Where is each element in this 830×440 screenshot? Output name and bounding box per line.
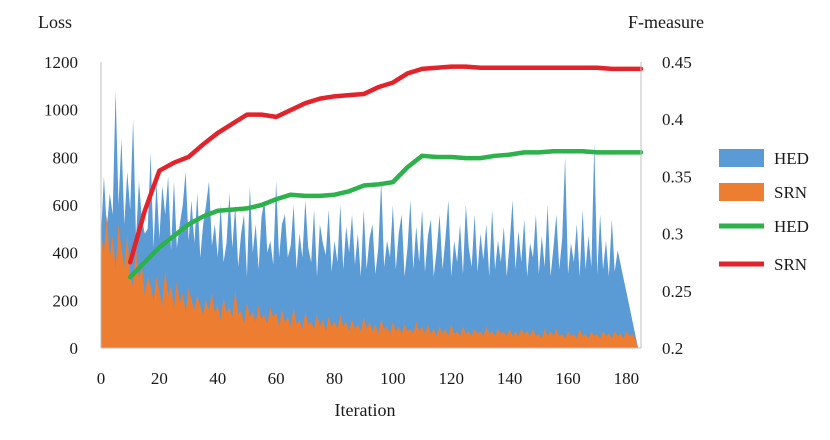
f-measure-lines	[127, 64, 644, 280]
y-axis-right-title: F-measure	[628, 12, 704, 32]
line-series-hed-f-measure	[127, 148, 644, 280]
x-tick-label: 100	[380, 369, 406, 388]
tick-labels: 0 20 40 60 80 100 120 140 160 180 0 200 400 600 800 100…	[44, 53, 692, 388]
y-left-tick-label: 0	[70, 339, 79, 358]
y-left-tick-label: 1200	[44, 53, 78, 72]
x-tick-label: 80	[326, 369, 343, 388]
x-axis-title: Iteration	[335, 400, 396, 420]
y-right-tick-label: 0.3	[662, 225, 683, 244]
area-series-hed-loss	[101, 90, 639, 348]
x-tick-label: 0	[97, 369, 106, 388]
x-tick-label: 180	[614, 369, 640, 388]
y-left-tick-label: 1000	[44, 101, 78, 120]
y-left-tick-label: 400	[53, 244, 79, 263]
legend-label-hed: HED	[774, 217, 809, 236]
legend-swatch-srn-area	[719, 183, 764, 201]
y-axis-left-title: Loss	[38, 12, 72, 32]
loss-areas	[101, 90, 639, 348]
area-series-srn-loss	[101, 214, 639, 348]
y-right-tick-label: 0.2	[662, 339, 683, 358]
legend-label-hed: HED	[774, 149, 809, 168]
y-left-tick-label: 200	[53, 291, 79, 310]
y-right-tick-label: 0.4	[662, 110, 684, 129]
y-right-tick-label: 0.35	[662, 167, 692, 186]
line-series-srn-f-measure	[127, 64, 644, 265]
x-tick-label: 20	[151, 369, 168, 388]
legend-label-srn: SRN	[774, 183, 807, 202]
x-tick-label: 120	[439, 369, 465, 388]
y-left-tick-label: 600	[53, 196, 79, 215]
x-tick-label: 60	[268, 369, 285, 388]
legend-label-srn: SRN	[774, 255, 807, 274]
x-tick-label: 40	[209, 369, 226, 388]
legend-swatch-hed-area	[719, 149, 764, 167]
x-tick-label: 160	[555, 369, 581, 388]
x-tick-label: 140	[497, 369, 523, 388]
legend: HED SRN HED SRN	[719, 149, 809, 274]
y-right-tick-label: 0.45	[662, 53, 692, 72]
y-right-tick-label: 0.25	[662, 282, 692, 301]
y-left-tick-label: 800	[53, 148, 79, 167]
axes	[100, 62, 642, 349]
